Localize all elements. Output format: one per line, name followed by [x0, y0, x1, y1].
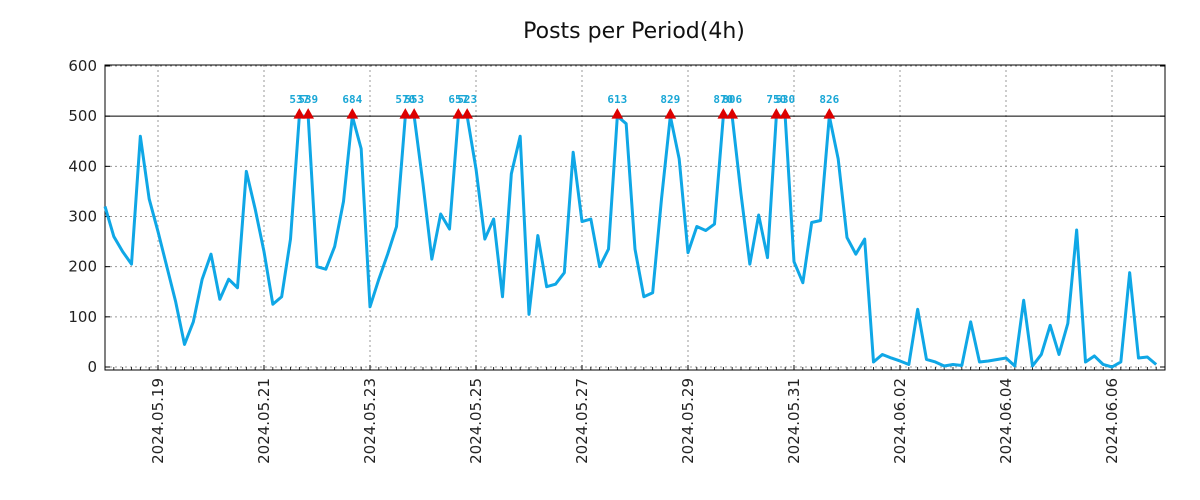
- axis-layer: 0 100 200 300 400 500 600 2024.05.19 2024.05.21 2…: [68, 57, 1166, 464]
- series-layer: [103, 114, 1158, 369]
- x-tick-label: 2024.05.23: [361, 378, 379, 464]
- peak-label: 530: [775, 93, 795, 106]
- peak-label: 870: [713, 93, 733, 106]
- peak-label: 539: [298, 93, 318, 106]
- plot-frame: [104, 64, 1166, 371]
- peak-label: 553: [404, 93, 424, 106]
- x-tick-label: 2024.06.04: [997, 378, 1015, 464]
- y-tick-label: 0: [87, 358, 97, 376]
- peak-marker: [611, 108, 624, 119]
- peak-marker: [408, 108, 421, 119]
- peak-marker: [302, 108, 315, 119]
- x-tick-label: 2024.06.06: [1103, 378, 1121, 464]
- peak-marker: [823, 108, 836, 119]
- x-tick-label: 2024.06.02: [891, 378, 909, 464]
- peak-label: 657: [448, 93, 468, 106]
- peak-marker: [779, 108, 792, 119]
- peak-label: 750: [766, 93, 786, 106]
- y-tick-label: 100: [68, 308, 97, 326]
- peak-label: 523: [457, 93, 477, 106]
- grid-layer: [105, 65, 1165, 370]
- y-tick-label: 500: [68, 107, 97, 125]
- y-tick-label: 600: [68, 57, 97, 75]
- x-tick-label: 2024.05.27: [573, 378, 591, 464]
- peak-label: 684: [342, 93, 362, 106]
- peak-marker: [461, 108, 474, 119]
- peak-label: 829: [660, 93, 680, 106]
- x-tick-label: 2024.05.31: [785, 378, 803, 464]
- x-tick-label: 2024.05.21: [255, 378, 273, 464]
- series-line-posts: [103, 114, 1158, 369]
- peak-label: 570: [395, 93, 415, 106]
- peak-marker: [452, 108, 465, 119]
- peak-label: 826: [819, 93, 839, 106]
- x-tick-label: 2024.05.25: [467, 378, 485, 464]
- y-tick-label: 400: [68, 157, 97, 175]
- peak-label: 613: [607, 93, 627, 106]
- peak-marker: [717, 108, 730, 119]
- x-tick-label: 2024.05.29: [679, 378, 697, 464]
- peak-label: 806: [722, 93, 742, 106]
- y-tick-label: 300: [68, 208, 97, 226]
- peak-marker: [399, 108, 412, 119]
- peak-marker: [664, 108, 677, 119]
- y-tick-label: 200: [68, 258, 97, 276]
- peak-marker: [346, 108, 359, 119]
- peak-marker: [726, 108, 739, 119]
- peak-marker: [770, 108, 783, 119]
- x-tick-label: 2024.05.19: [149, 378, 167, 464]
- peak-marker: [293, 108, 306, 119]
- peak-label: 537: [289, 93, 309, 106]
- chart-title: Posts per Period(4h): [523, 19, 745, 44]
